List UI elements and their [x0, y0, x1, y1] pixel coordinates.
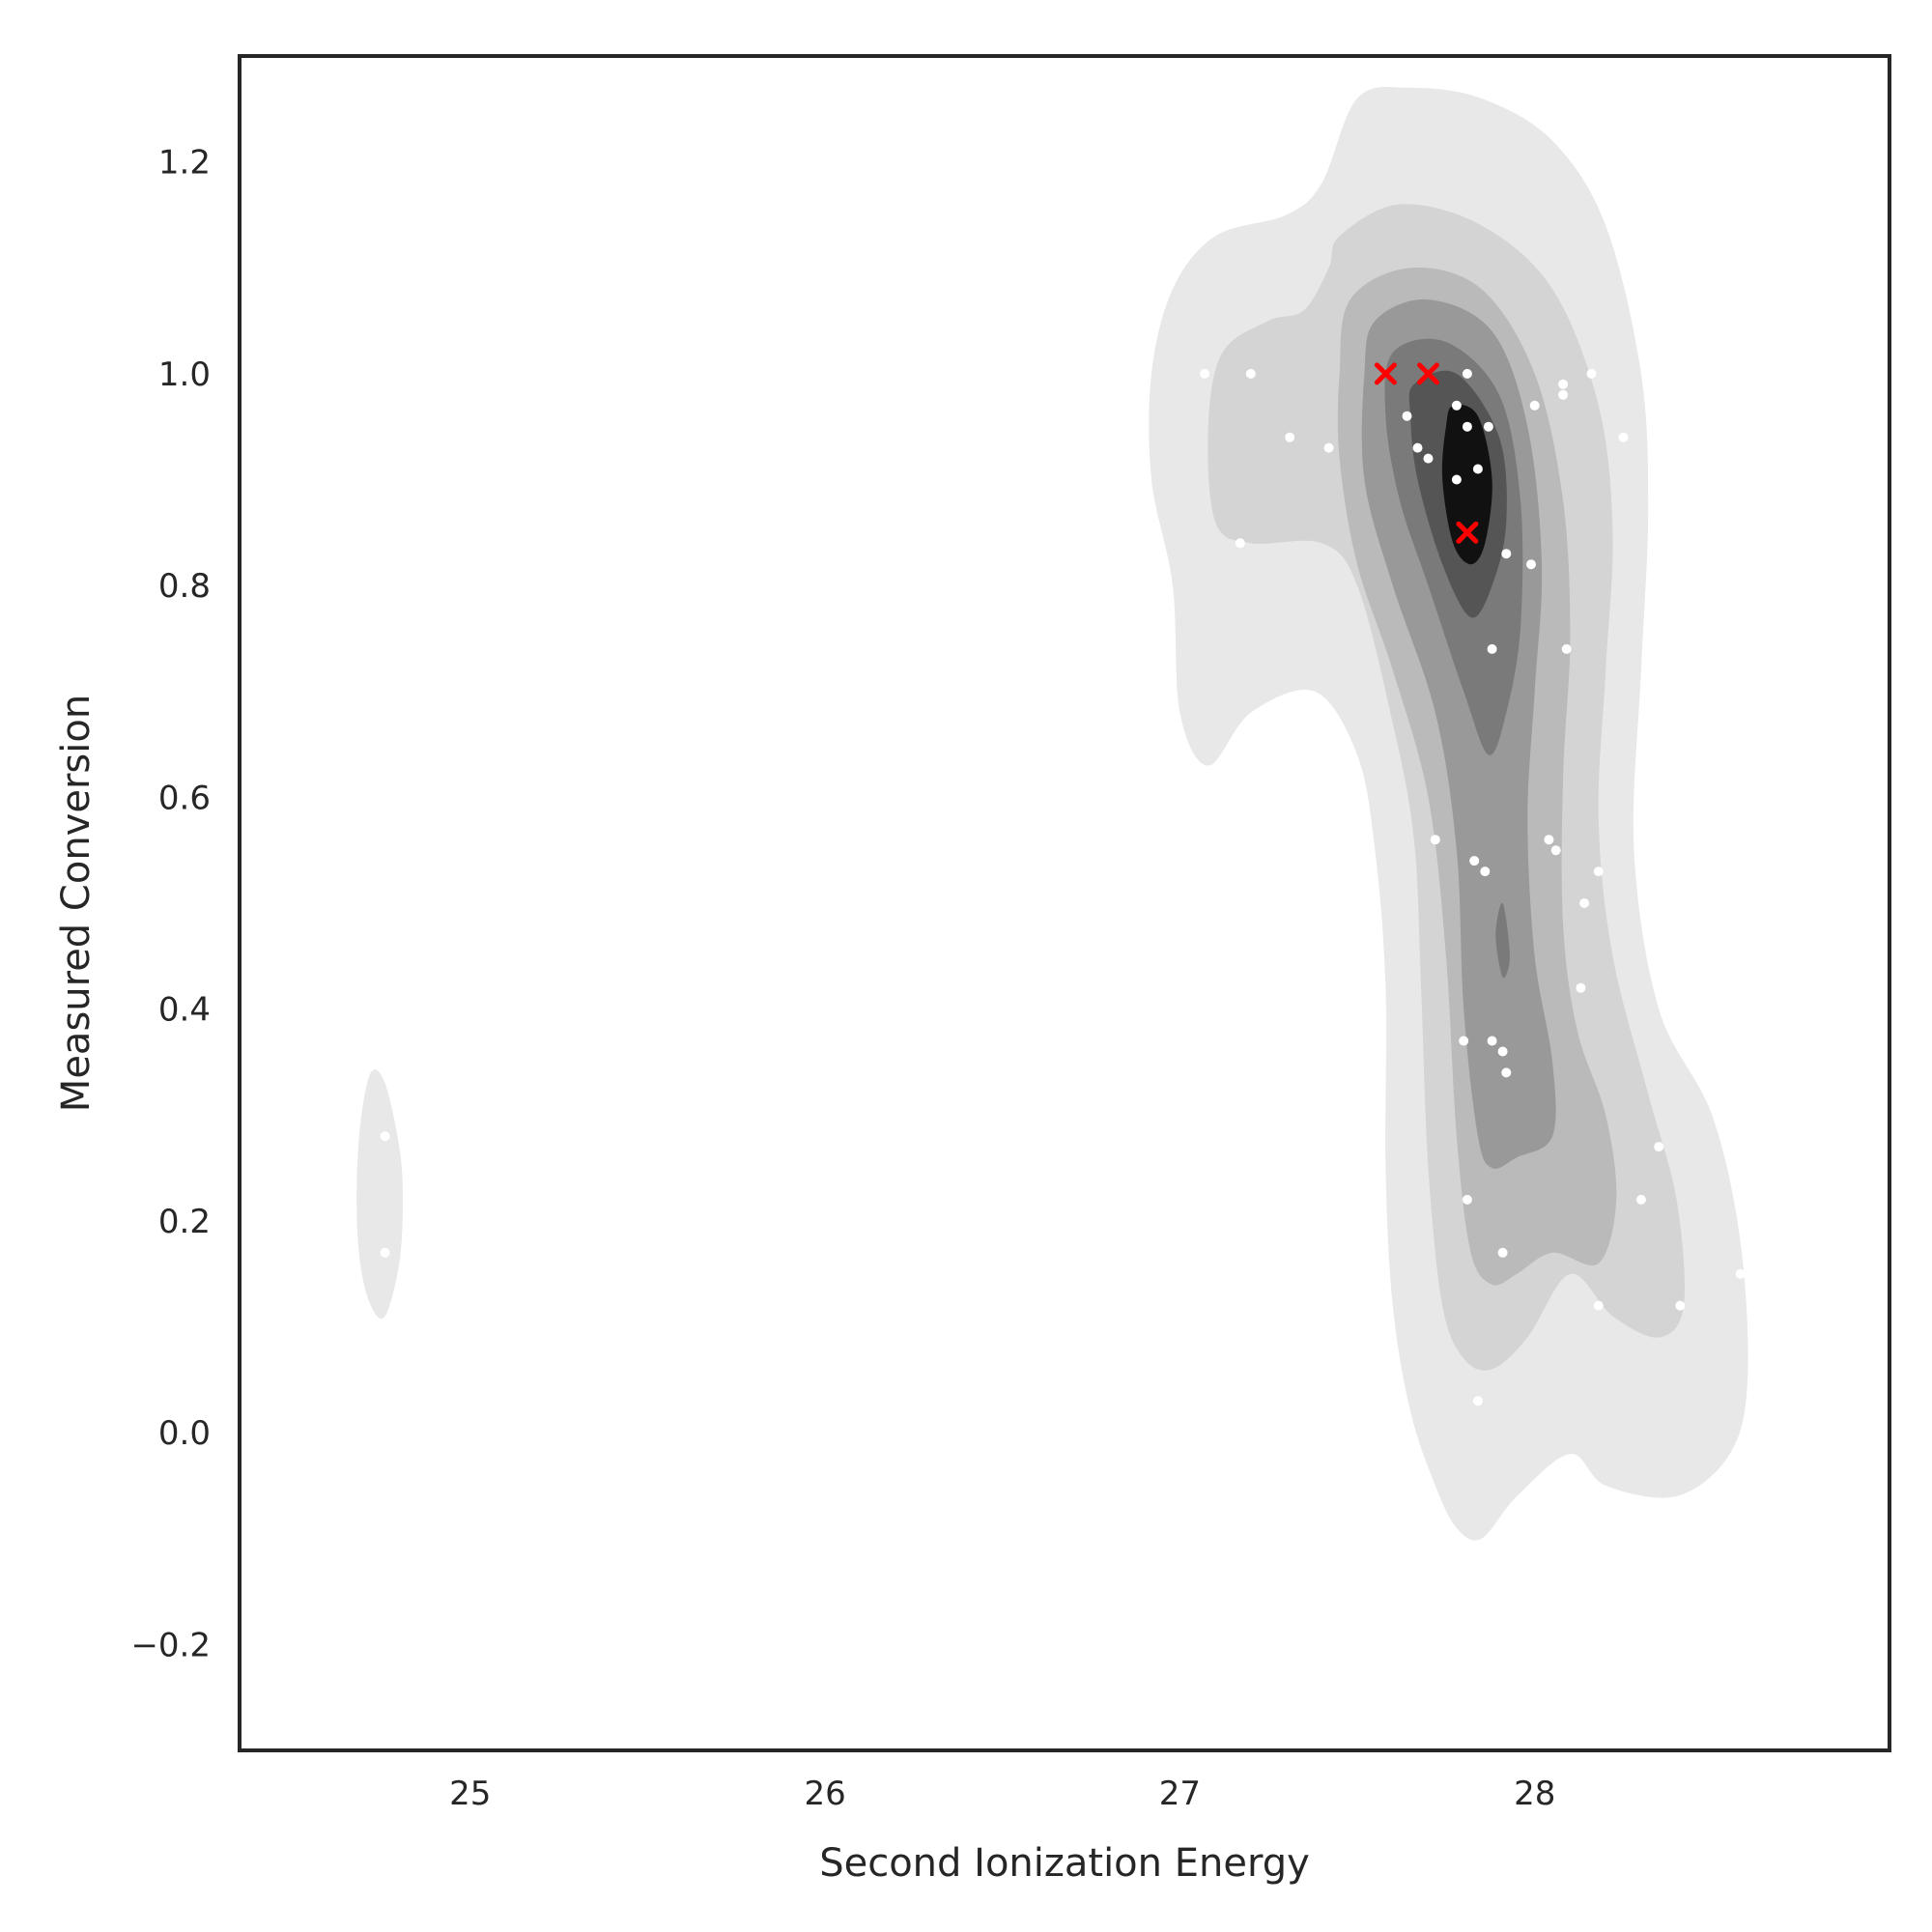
- data-point: [1483, 421, 1493, 432]
- y-axis-title: Measured Conversion: [54, 695, 99, 1112]
- data-point: [1462, 368, 1472, 379]
- y-tick-label: 0.6: [158, 779, 211, 817]
- data-point: [1593, 867, 1604, 877]
- data-point: [1235, 538, 1245, 549]
- data-point: [1558, 379, 1569, 389]
- x-tick-label: 26: [804, 1775, 845, 1813]
- data-point: [1618, 432, 1629, 442]
- x-axis-title: Second Ionization Energy: [819, 1841, 1310, 1886]
- y-axis-ticks: −0.2 0.0 0.2 0.4 0.6 0.8 1.0 1.2: [130, 144, 211, 1665]
- data-point: [1451, 400, 1462, 411]
- data-point: [1654, 1142, 1664, 1152]
- data-point: [1550, 845, 1561, 856]
- data-point: [1675, 1300, 1686, 1311]
- data-point: [1501, 1067, 1512, 1078]
- data-point: [1469, 856, 1480, 867]
- contour-level-5-region-2: [1495, 902, 1510, 979]
- data-point: [1200, 368, 1210, 379]
- data-point: [1423, 453, 1434, 464]
- highlighted-point: [1456, 521, 1479, 544]
- data-point: [1285, 432, 1295, 442]
- data-point: [1561, 643, 1572, 654]
- data-point: [1586, 368, 1597, 379]
- data-point: [1487, 1036, 1497, 1046]
- data-point: [1529, 400, 1540, 411]
- y-tick-label: 0.4: [158, 991, 211, 1030]
- data-point: [1480, 867, 1491, 877]
- data-point: [1497, 1247, 1508, 1258]
- data-point: [1472, 1396, 1483, 1406]
- data-point: [1501, 549, 1512, 559]
- data-point: [1245, 368, 1256, 379]
- data-point: [380, 1247, 390, 1258]
- y-tick-label: −0.2: [130, 1626, 211, 1664]
- data-point: [380, 1131, 390, 1142]
- x-tick-label: 27: [1159, 1775, 1201, 1813]
- data-point: [1472, 464, 1483, 474]
- data-point: [1735, 1268, 1746, 1279]
- plot-frame: [238, 54, 1891, 1752]
- data-point: [1635, 1194, 1646, 1205]
- x-tick-label: 28: [1514, 1775, 1555, 1813]
- x-axis-ticks: 25 26 27 28: [449, 1775, 1555, 1813]
- data-point: [1579, 898, 1590, 908]
- data-point: [1451, 474, 1462, 485]
- scatter-points: [380, 362, 1746, 1406]
- data-point: [1323, 442, 1334, 453]
- y-tick-label: 0.0: [158, 1414, 211, 1453]
- data-point: [1487, 643, 1497, 654]
- data-point: [1462, 421, 1472, 432]
- contour-level-7-region-1: [1441, 404, 1492, 565]
- y-tick-label: 0.8: [158, 567, 211, 606]
- x-tick-label: 25: [449, 1775, 491, 1813]
- highlighted-point: [1416, 362, 1439, 385]
- data-point: [1576, 982, 1586, 993]
- data-point: [1430, 835, 1440, 845]
- data-point: [1402, 411, 1412, 421]
- data-point: [1526, 559, 1536, 570]
- data-point: [1497, 1046, 1508, 1057]
- data-point: [1558, 389, 1569, 400]
- data-point: [1462, 1194, 1472, 1205]
- data-point: [1544, 835, 1554, 845]
- y-tick-label: 1.0: [158, 355, 211, 394]
- data-point: [1593, 1300, 1604, 1311]
- y-tick-label: 1.2: [158, 144, 211, 183]
- contour-level-1-region-2: [356, 1069, 403, 1320]
- data-point: [1412, 442, 1423, 453]
- highlighted-point: [1374, 362, 1397, 385]
- data-point: [1459, 1036, 1469, 1046]
- y-tick-label: 0.2: [158, 1203, 211, 1241]
